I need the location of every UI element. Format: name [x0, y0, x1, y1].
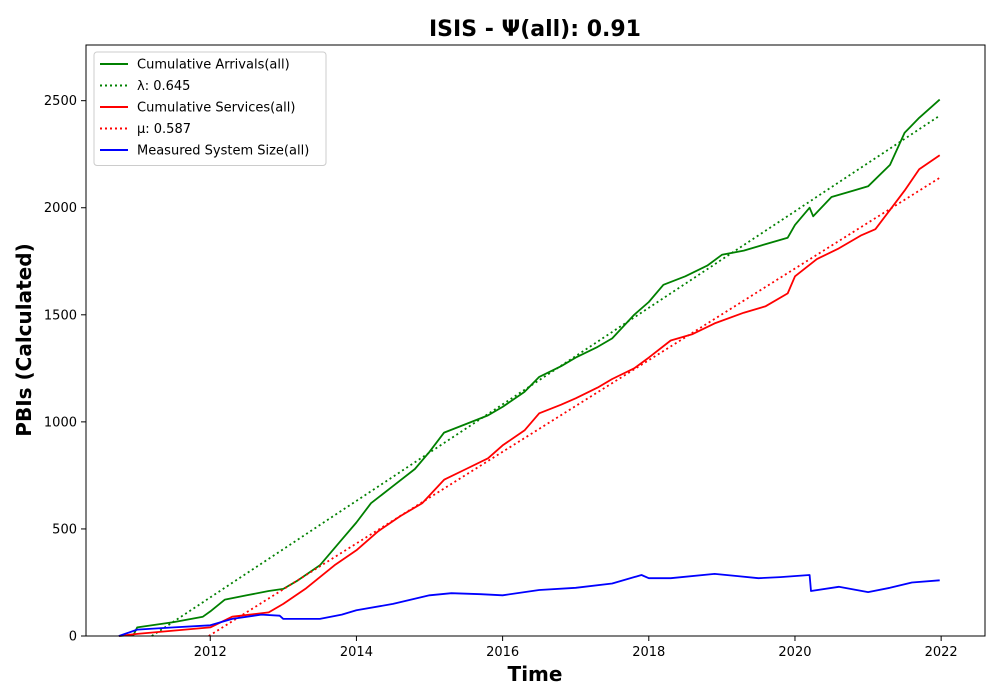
y-tick-label: 1500: [44, 308, 77, 323]
y-tick-label: 2500: [44, 94, 77, 109]
x-tick-label: 2012: [194, 645, 227, 660]
x-tick-label: 2020: [778, 645, 811, 660]
series-line-0: [118, 98, 941, 637]
y-tick-label: 2000: [44, 201, 77, 216]
x-tick-label: 2014: [340, 645, 373, 660]
series-line-2: [118, 154, 941, 637]
legend-label: λ: 0.645: [137, 79, 190, 94]
x-tick-label: 2022: [925, 645, 958, 660]
series-line-1: [151, 114, 941, 637]
y-axis-label: PBIs (Calculated): [12, 243, 36, 436]
chart-title: ISIS - Ψ(all): 0.91: [429, 17, 641, 42]
series-line-3: [208, 177, 941, 637]
y-tick-label: 0: [69, 630, 77, 645]
legend-box: [93, 51, 327, 166]
x-tick-label: 2018: [632, 645, 665, 660]
x-axis: 2012 2014 2016 2018 2020 2022: [194, 636, 958, 660]
plot-frame: [85, 44, 986, 637]
x-tick-label: 2016: [486, 645, 519, 660]
series-line-4: [118, 573, 940, 637]
plot-series: [118, 98, 941, 637]
legend-label: Cumulative Arrivals(all): [137, 58, 290, 73]
x-axis-label: Time: [508, 662, 563, 686]
legend: Cumulative Arrivals(all) λ: 0.645 Cumulati…: [93, 51, 327, 166]
y-axis: 0 500 1000 1500 2000 2500: [44, 94, 86, 645]
legend-label: Measured System Size(all): [137, 144, 309, 159]
y-tick-label: 1000: [44, 415, 77, 430]
legend-label: Cumulative Services(all): [137, 101, 295, 116]
y-tick-label: 500: [52, 522, 77, 537]
legend-label: μ: 0.587: [137, 122, 191, 137]
